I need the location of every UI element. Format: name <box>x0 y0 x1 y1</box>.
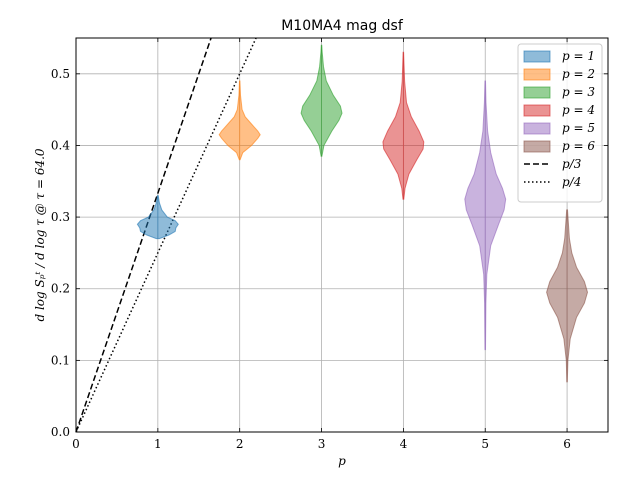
x-axis-label: p <box>338 454 346 468</box>
legend-swatch <box>523 68 551 81</box>
violins <box>136 44 589 383</box>
legend-label: p = 4 <box>562 103 595 117</box>
legend-label: p = 3 <box>562 85 595 99</box>
legend-box <box>517 43 603 203</box>
x-tick-label: 6 <box>563 437 571 451</box>
legend-label: p/3 <box>562 157 582 171</box>
x-tick-label: 2 <box>236 437 244 451</box>
legend-label: p = 5 <box>562 121 595 135</box>
legend-label: p/4 <box>562 175 581 189</box>
legend-label: p = 6 <box>562 139 595 153</box>
x-tick-label: 0 <box>72 437 80 451</box>
x-tick-label: 3 <box>318 437 326 451</box>
y-tick-label: 0.2 <box>51 282 70 296</box>
plot-frame <box>75 37 609 433</box>
legend-swatch <box>523 140 551 153</box>
y-axis-label: d log Sₚᵗ / d log τ @ τ = 64.0 <box>33 148 47 321</box>
reference-line-p-over-3 <box>75 37 212 433</box>
legend-swatch <box>523 122 551 135</box>
x-tick-label: 4 <box>400 437 408 451</box>
x-tick-label: 1 <box>154 437 162 451</box>
chart-title: M10MA4 mag dsf <box>281 18 404 34</box>
legend-swatch <box>523 50 551 63</box>
x-tick-label: 5 <box>481 437 489 451</box>
legend-label: p = 1 <box>562 49 595 63</box>
y-tick-label: 0.0 <box>51 425 70 439</box>
legend-label: p = 2 <box>562 67 595 81</box>
y-tick-label: 0.5 <box>51 67 70 81</box>
legend-swatch <box>523 104 551 117</box>
legend: p = 1 p = 2 p = 3 p = 4 p = 5 p = 6 p/3 p/4 <box>517 43 603 203</box>
y-tick-label: 0.1 <box>51 353 70 367</box>
y-tick-label: 0.3 <box>51 210 70 224</box>
axis-ticks: 0 1 2 3 4 5 6 0.0 0.1 0.2 0.3 0.4 0.5 <box>51 38 608 451</box>
y-tick-label: 0.4 <box>51 138 70 152</box>
legend-swatch <box>523 86 551 99</box>
